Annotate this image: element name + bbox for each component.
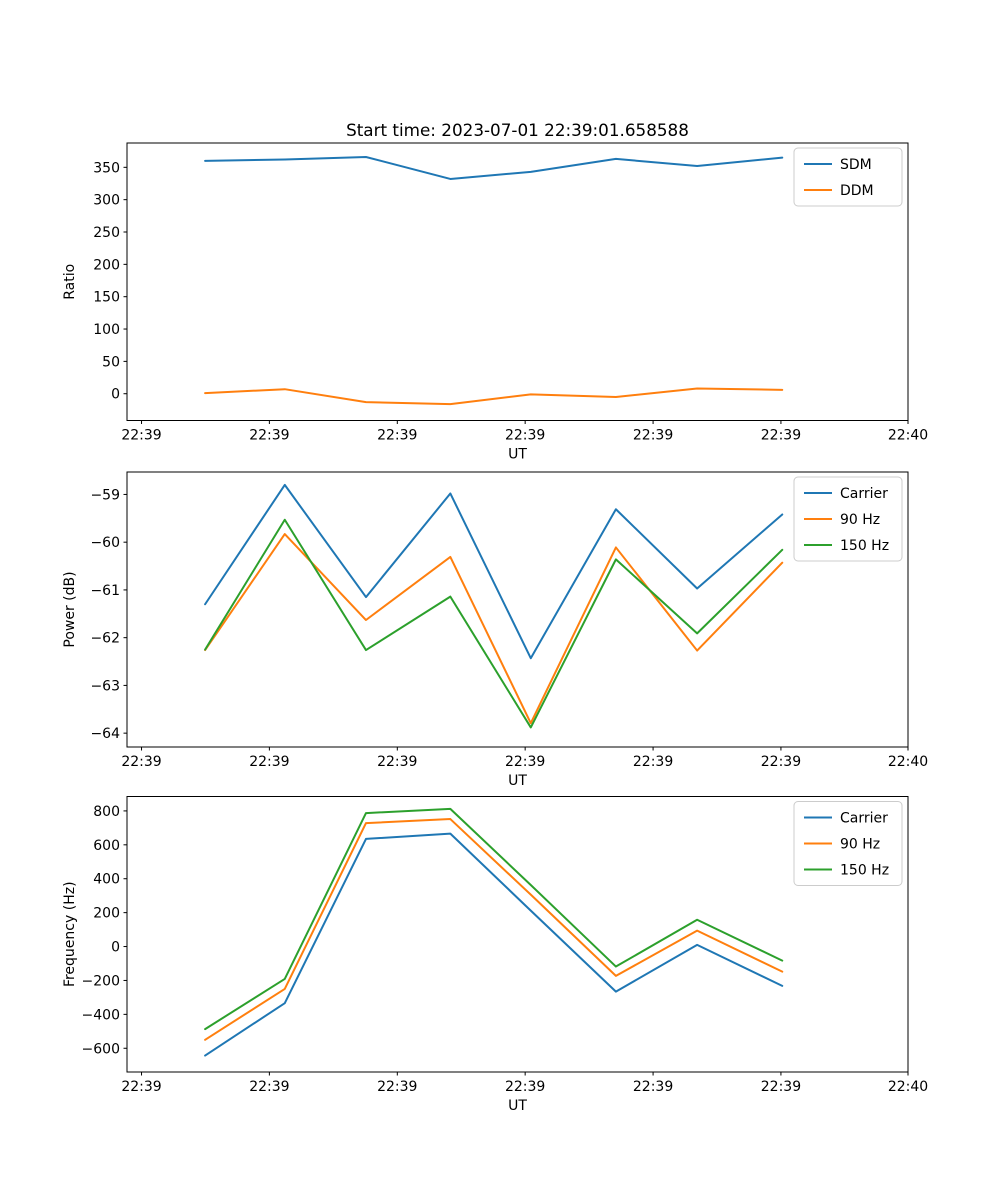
y-tick-label: 0 (111, 940, 120, 956)
legend-box (793, 147, 903, 207)
legend: Carrier 90 Hz 150 Hz (793, 476, 903, 562)
series-line-90-hz (204, 818, 784, 1041)
y-tick-label: 100 (93, 322, 120, 338)
legend: SDM DDM (793, 147, 903, 207)
x-tick-label: 22:40 (888, 1079, 928, 1095)
y-tick-label: 150 (93, 290, 120, 306)
legend-label: 90 Hz (840, 837, 880, 853)
y-tick-label: −64 (90, 726, 120, 742)
subplot-frequency-hz: 800 600 400 200 0 −200 −400 −600 22:39 22:39 22:39… (62, 796, 928, 1114)
x-tick-label: 22:39 (377, 754, 417, 770)
x-tick-label: 22:39 (633, 754, 673, 770)
x-tick-label: 22:39 (249, 428, 289, 444)
y-tick-label: −60 (90, 535, 120, 551)
legend: Carrier 90 Hz 150 Hz (793, 801, 903, 886)
plot-frame (126, 796, 909, 1073)
y-tick-label: 350 (93, 160, 120, 176)
x-tick-label: 22:39 (761, 428, 801, 444)
legend-box (793, 801, 903, 886)
x-tick-label: 22:39 (249, 1079, 289, 1095)
x-tick-label: 22:39 (761, 754, 801, 770)
x-tick-label: 22:39 (121, 428, 161, 444)
y-tick-label: 250 (93, 225, 120, 241)
legend-label: DDM (840, 183, 874, 199)
series-line-150-hz (204, 807, 784, 1031)
y-axis-label: Frequency (Hz) (62, 881, 78, 987)
legend-label: 150 Hz (840, 863, 889, 879)
y-tick-label: 400 (93, 872, 120, 888)
y-tick-label: 800 (93, 804, 120, 820)
legend-label: 90 Hz (840, 512, 880, 528)
series-line-carrier (204, 832, 784, 1057)
x-tick-label: 22:40 (888, 428, 928, 444)
y-axis-label: Power (dB) (62, 571, 78, 647)
x-tick-label: 22:39 (377, 428, 417, 444)
series-line-90-hz (204, 533, 784, 725)
x-tick-label: 22:39 (249, 754, 289, 770)
y-tick-label: 200 (93, 906, 120, 922)
x-tick-label: 22:39 (633, 428, 673, 444)
x-axis-label: UT (508, 1098, 527, 1114)
y-tick-label: 300 (93, 193, 120, 209)
figure-title: Start time: 2023-07-01 22:39:01.658588 (346, 120, 689, 140)
y-tick-label: 0 (111, 387, 120, 403)
x-tick-label: 22:39 (121, 754, 161, 770)
legend-box (793, 476, 903, 562)
x-tick-label: 22:39 (761, 1079, 801, 1095)
y-axis-label: Ratio (62, 264, 78, 300)
y-tick-label: −200 (82, 973, 120, 989)
series-line-150-hz (204, 518, 784, 729)
y-tick-label: −400 (82, 1007, 120, 1023)
legend-label: Carrier (840, 811, 888, 827)
x-tick-label: 22:39 (121, 1079, 161, 1095)
series-line-sdm (204, 155, 784, 180)
x-tick-label: 22:40 (888, 754, 928, 770)
x-tick-label: 22:39 (633, 1079, 673, 1095)
x-axis-label: UT (508, 447, 527, 463)
legend-label: 150 Hz (840, 538, 889, 554)
legend-label: SDM (840, 157, 872, 173)
x-tick-label: 22:39 (505, 428, 545, 444)
subplot-ratio: 0 50 100 150 200 250 300 350 22:39 22:39 22:39 22:3… (62, 142, 928, 463)
legend-label: Carrier (840, 486, 888, 502)
y-tick-label: 600 (93, 838, 120, 854)
y-tick-label: −62 (90, 631, 120, 647)
plot-frame (126, 142, 909, 421)
x-axis-label: UT (508, 773, 527, 789)
x-tick-label: 22:39 (377, 1079, 417, 1095)
series-line-ddm (204, 387, 784, 406)
plots-group: 0 50 100 150 200 250 300 350 22:39 22:39 22:39 22:3… (62, 142, 928, 1114)
plot-frame (126, 471, 909, 748)
y-tick-label: −63 (90, 678, 120, 694)
x-tick-label: 22:39 (505, 1079, 545, 1095)
x-tick-label: 22:39 (505, 754, 545, 770)
series-line-carrier (204, 483, 784, 660)
y-tick-label: 200 (93, 257, 120, 273)
y-tick-label: −59 (90, 487, 120, 503)
y-tick-label: −61 (90, 583, 120, 599)
y-tick-label: −600 (82, 1041, 120, 1057)
y-tick-label: 50 (102, 354, 120, 370)
